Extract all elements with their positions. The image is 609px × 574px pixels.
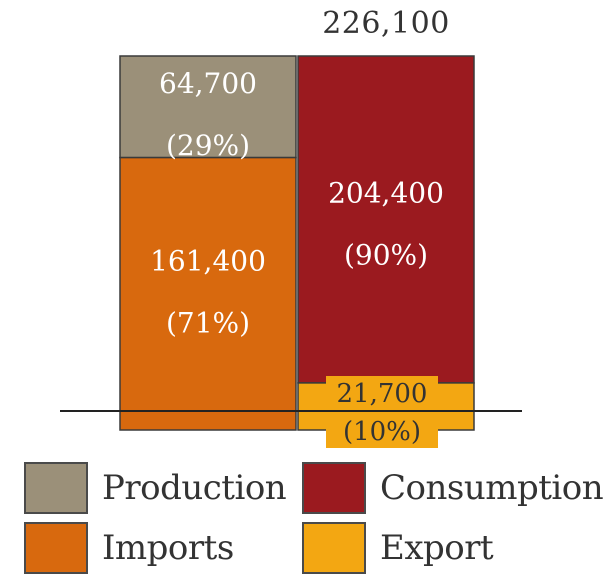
legend-label-export: Export <box>380 528 494 568</box>
legend-label-imports: Imports <box>102 528 234 568</box>
total-label: 226,100 <box>322 6 450 41</box>
bar-segment-production <box>119 55 297 159</box>
legend-label-consumption: Consumption <box>380 468 604 508</box>
legend-swatch-production <box>24 462 88 514</box>
legend-swatch-export <box>302 522 366 574</box>
bar-segment-consumption <box>297 55 475 384</box>
legend-item-consumption: Consumption <box>302 462 604 514</box>
consumption-percent-label: (90%) <box>344 238 428 271</box>
export-value-label: 21,700 <box>337 379 428 409</box>
imports-value-label: 161,400 <box>150 244 266 277</box>
imports-percent-label: (71%) <box>166 306 250 339</box>
bar-segment-imports <box>119 156 297 431</box>
legend-item-imports: Imports <box>24 522 234 574</box>
legend-swatch-consumption <box>302 462 366 514</box>
legend-label-production: Production <box>102 468 287 508</box>
bars-group <box>119 55 475 448</box>
labels-group: 64,700 (29%) 161,400 (71%) 204,400 (90%) 21,70… <box>150 67 444 447</box>
legend: Production Consumption Imports Export <box>0 450 609 574</box>
export-percent-label: (10%) <box>343 417 421 447</box>
legend-item-production: Production <box>24 462 287 514</box>
consumption-value-label: 204,400 <box>328 176 444 209</box>
production-percent-label: (29%) <box>166 129 250 162</box>
legend-swatch-imports <box>24 522 88 574</box>
legend-item-export: Export <box>302 522 494 574</box>
production-value-label: 64,700 <box>159 67 257 100</box>
